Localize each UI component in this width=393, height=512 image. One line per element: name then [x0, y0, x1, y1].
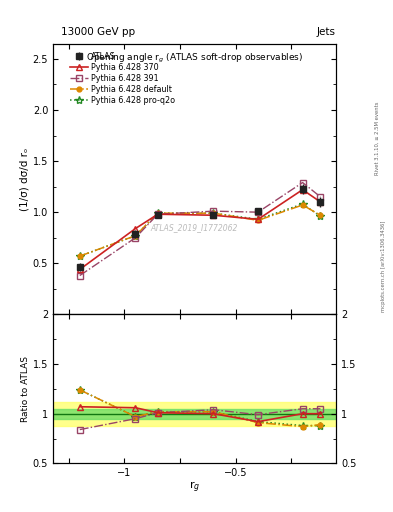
Pythia 6.428 pro-q2o: [77, 253, 82, 259]
Pythia 6.428 370: [300, 186, 305, 193]
Pythia 6.428 default: [300, 202, 305, 208]
Pythia 6.428 391: [77, 272, 82, 279]
Text: Jets: Jets: [317, 27, 336, 37]
Pythia 6.428 pro-q2o: [300, 201, 305, 207]
Pythia 6.428 pro-q2o: [155, 210, 160, 216]
Pythia 6.428 391: [155, 211, 160, 217]
Pythia 6.428 pro-q2o: [211, 210, 216, 216]
Text: ATLAS_2019_I1772062: ATLAS_2019_I1772062: [151, 223, 238, 232]
Pythia 6.428 370: [256, 216, 261, 222]
Pythia 6.428 370: [155, 211, 160, 217]
Pythia 6.428 default: [77, 253, 82, 259]
Pythia 6.428 391: [211, 208, 216, 214]
Text: Opening angle r$_g$ (ATLAS soft-drop observables): Opening angle r$_g$ (ATLAS soft-drop obs…: [86, 52, 303, 65]
Bar: [53, 402, 336, 425]
Text: mcplots.cern.ch [arXiv:1306.3436]: mcplots.cern.ch [arXiv:1306.3436]: [381, 221, 386, 312]
Pythia 6.428 pro-q2o: [133, 232, 138, 239]
Pythia 6.428 391: [133, 234, 138, 241]
Y-axis label: Ratio to ATLAS: Ratio to ATLAS: [21, 356, 30, 422]
Pythia 6.428 370: [77, 266, 82, 272]
Pythia 6.428 391: [256, 209, 261, 215]
Pythia 6.428 pro-q2o: [318, 213, 323, 219]
Bar: [53, 409, 336, 419]
Pythia 6.428 370: [133, 225, 138, 231]
Line: Pythia 6.428 pro-q2o: Pythia 6.428 pro-q2o: [75, 200, 325, 260]
Pythia 6.428 391: [318, 194, 323, 200]
X-axis label: r$_g$: r$_g$: [189, 480, 200, 495]
Pythia 6.428 default: [211, 210, 216, 216]
Line: Pythia 6.428 default: Pythia 6.428 default: [77, 203, 323, 259]
Pythia 6.428 391: [300, 180, 305, 186]
Legend: ATLAS, Pythia 6.428 370, Pythia 6.428 391, Pythia 6.428 default, Pythia 6.428 pr: ATLAS, Pythia 6.428 370, Pythia 6.428 39…: [68, 50, 177, 106]
Pythia 6.428 370: [211, 212, 216, 218]
Text: Rivet 3.1.10, ≥ 2.5M events: Rivet 3.1.10, ≥ 2.5M events: [375, 101, 380, 175]
Y-axis label: (1/σ) dσ/d rₒ: (1/σ) dσ/d rₒ: [20, 147, 30, 210]
Text: 13000 GeV pp: 13000 GeV pp: [61, 27, 135, 37]
Line: Pythia 6.428 391: Pythia 6.428 391: [77, 180, 323, 279]
Pythia 6.428 pro-q2o: [256, 216, 261, 222]
Pythia 6.428 default: [133, 232, 138, 239]
Pythia 6.428 370: [318, 199, 323, 205]
Line: Pythia 6.428 370: Pythia 6.428 370: [76, 186, 324, 273]
Pythia 6.428 default: [256, 217, 261, 223]
Pythia 6.428 default: [155, 210, 160, 216]
Pythia 6.428 default: [318, 212, 323, 218]
